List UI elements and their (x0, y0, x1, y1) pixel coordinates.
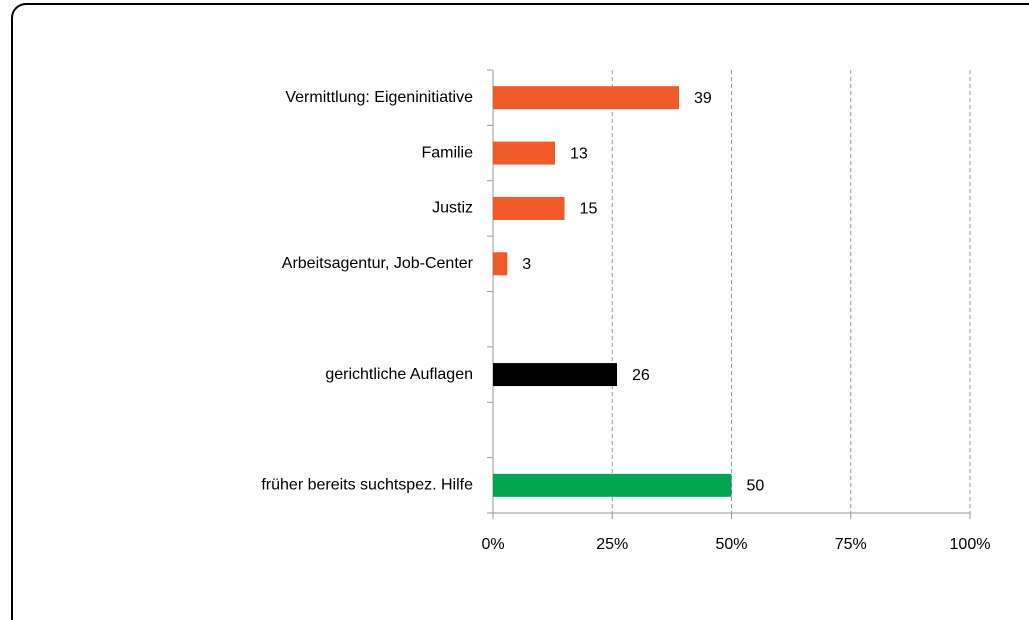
bar (493, 196, 565, 220)
bar (493, 473, 732, 497)
bar (493, 86, 680, 110)
x-tick-label: 0% (481, 536, 504, 553)
y-tick-label: Arbeitsagentur, Job-Center (282, 255, 474, 272)
value-label: 39 (694, 90, 712, 107)
bar (493, 141, 556, 165)
value-label: 15 (580, 201, 598, 218)
value-label: 13 (570, 145, 588, 162)
value-label: 26 (632, 367, 650, 384)
frame (11, 3, 1029, 620)
bar (493, 252, 508, 276)
y-tick-label: früher bereits suchtspez. Hilfe (261, 477, 473, 494)
x-tick-label: 100% (950, 536, 991, 553)
value-label: 50 (747, 478, 765, 495)
x-tick-label: 75% (835, 536, 867, 553)
y-tick-label: Familie (421, 144, 473, 161)
x-tick-label: 25% (596, 536, 628, 553)
y-tick-label: Justiz (432, 200, 473, 217)
y-tick-label: gerichtliche Auflagen (325, 366, 473, 383)
bar (493, 363, 618, 387)
x-tick-label: 50% (715, 536, 747, 553)
y-tick-label: Vermittlung: Eigeninitiative (285, 89, 473, 106)
value-label: 3 (522, 256, 531, 273)
